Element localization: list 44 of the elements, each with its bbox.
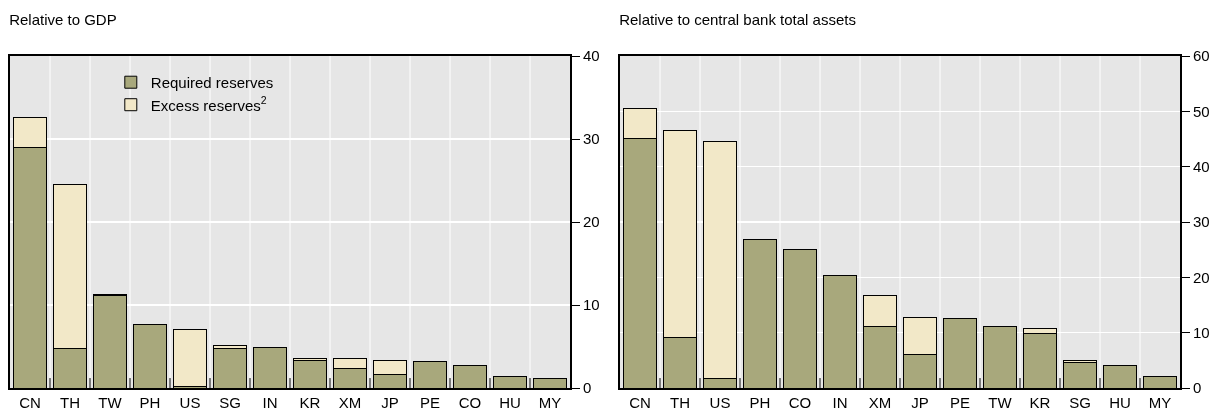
y-tick-label: 20	[583, 213, 600, 231]
x-tick-label: CO	[788, 394, 812, 411]
x-tick-label: IN	[262, 394, 278, 411]
y-tick-label: 0	[1193, 379, 1202, 397]
x-tick-label: IN	[832, 394, 848, 411]
y-tick-label: 10	[583, 296, 600, 314]
y-tick-label: 0	[583, 379, 592, 397]
x-tick-label: TH	[670, 394, 690, 411]
y-tick-label: 40	[583, 47, 600, 65]
x-tick-label: PH	[749, 394, 771, 411]
x-tick-label: KR	[299, 394, 321, 411]
legend-label: Excess reserves$^{2}$	[150, 94, 267, 114]
x-tick-label: TW	[988, 394, 1013, 411]
x-tick-label: KR	[1029, 394, 1051, 411]
y-tick-label: 30	[583, 130, 600, 148]
x-tick-label: CN	[19, 394, 41, 411]
x-tick-label: PH	[139, 394, 161, 411]
chart-title: Relative to GDP	[9, 11, 117, 29]
chart-title: Relative to central bank total assets	[619, 11, 856, 29]
x-tick-label: HU	[1109, 394, 1131, 411]
x-tick-label: US	[179, 394, 201, 411]
x-tick-label: XM	[338, 394, 362, 411]
x-tick-label: JP	[381, 394, 399, 411]
y-tick-label: 20	[1193, 268, 1210, 286]
y-tick-label: 40	[1193, 157, 1210, 175]
x-tick-label: XM	[868, 394, 892, 411]
x-tick-label: MY	[1148, 394, 1172, 411]
x-tick-label: SG	[219, 394, 241, 411]
x-tick-label: TW	[98, 394, 123, 411]
y-tick-label: 50	[1193, 102, 1210, 120]
x-tick-label: PE	[949, 394, 971, 411]
x-tick-label: JP	[911, 394, 929, 411]
legend-label: Required reserves	[150, 74, 274, 92]
x-tick-label: HU	[499, 394, 521, 411]
x-tick-label: CN	[629, 394, 651, 411]
x-tick-label: US	[709, 394, 731, 411]
x-tick-label: MY	[538, 394, 562, 411]
y-tick-label: 30	[1193, 213, 1210, 231]
x-tick-label: PE	[419, 394, 441, 411]
x-tick-label: SG	[1069, 394, 1091, 411]
y-tick-label: 10	[1193, 323, 1210, 341]
x-tick-label: TH	[60, 394, 80, 411]
y-tick-label: 60	[1193, 47, 1210, 65]
x-tick-label: CO	[458, 394, 482, 411]
